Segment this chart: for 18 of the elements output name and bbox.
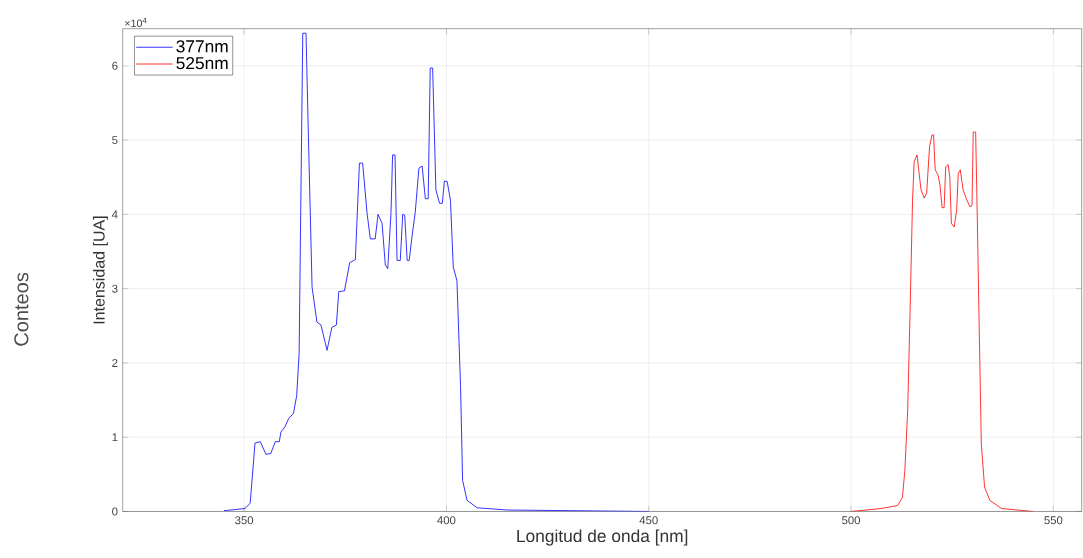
y-tick-label: 3 [112, 284, 118, 293]
text: Conteos [14, 273, 29, 346]
x-tick-label: 550 [1044, 516, 1063, 525]
y-tick-label: 6 [112, 62, 118, 71]
y-tick-label: 1 [112, 433, 118, 442]
x-tick-label: 350 [235, 516, 254, 525]
y-axis-title: Intensidad [UA] [92, 216, 108, 324]
y-tick-label: 5 [112, 136, 118, 145]
y-tick-label: 2 [112, 359, 118, 368]
x-tick-label: 400 [437, 516, 456, 525]
text: ×10$^{4}$ [125, 17, 147, 28]
x-axis-title: Longitud de onda [nm] [517, 529, 688, 546]
legend-label: 525nm [176, 57, 228, 70]
legend-label: 377nm [176, 40, 228, 53]
x-tick-label: 450 [639, 516, 658, 525]
x-tick-label: 500 [842, 516, 861, 525]
y-tick-label: 4 [111, 210, 118, 219]
y-tick-label: 0 [112, 507, 118, 516]
